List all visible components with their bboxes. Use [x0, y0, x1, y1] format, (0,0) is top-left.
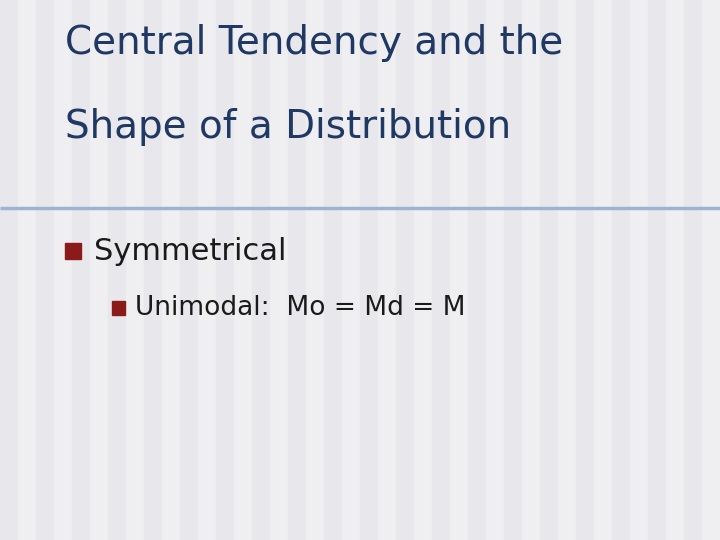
Bar	[0, 0, 18, 540]
Bar	[702, 0, 720, 540]
Bar	[612, 0, 630, 540]
Bar	[36, 0, 54, 540]
Bar	[270, 0, 288, 540]
Bar	[468, 0, 486, 540]
Bar	[90, 0, 108, 540]
Text: Shape of a Distribution: Shape of a Distribution	[65, 108, 511, 146]
Bar	[216, 0, 234, 540]
Bar	[198, 0, 216, 540]
Bar	[360, 0, 378, 540]
Bar	[414, 0, 432, 540]
Text: Central Tendency and the: Central Tendency and the	[65, 24, 563, 62]
Bar	[252, 0, 270, 540]
Bar	[522, 0, 540, 540]
Bar	[234, 0, 252, 540]
Bar	[162, 0, 180, 540]
Bar	[684, 0, 702, 540]
Bar	[486, 0, 504, 540]
Text: Unimodal:  Mo = Md = M: Unimodal: Mo = Md = M	[135, 295, 466, 321]
Bar	[396, 0, 414, 540]
Bar	[648, 0, 666, 540]
Bar	[342, 0, 360, 540]
FancyBboxPatch shape	[65, 243, 81, 259]
Bar	[54, 0, 72, 540]
Text: Symmetrical: Symmetrical	[94, 237, 286, 266]
Bar	[306, 0, 324, 540]
Bar	[72, 0, 90, 540]
Bar	[144, 0, 162, 540]
Bar	[594, 0, 612, 540]
Bar	[126, 0, 144, 540]
Bar	[558, 0, 576, 540]
Bar	[288, 0, 306, 540]
Bar	[540, 0, 558, 540]
Bar	[504, 0, 522, 540]
Bar	[630, 0, 648, 540]
Bar	[180, 0, 198, 540]
Bar	[324, 0, 342, 540]
FancyBboxPatch shape	[112, 301, 125, 314]
Bar	[432, 0, 450, 540]
Bar	[108, 0, 126, 540]
Bar	[378, 0, 396, 540]
Bar	[666, 0, 684, 540]
Bar	[18, 0, 36, 540]
Bar	[450, 0, 468, 540]
Bar	[576, 0, 594, 540]
